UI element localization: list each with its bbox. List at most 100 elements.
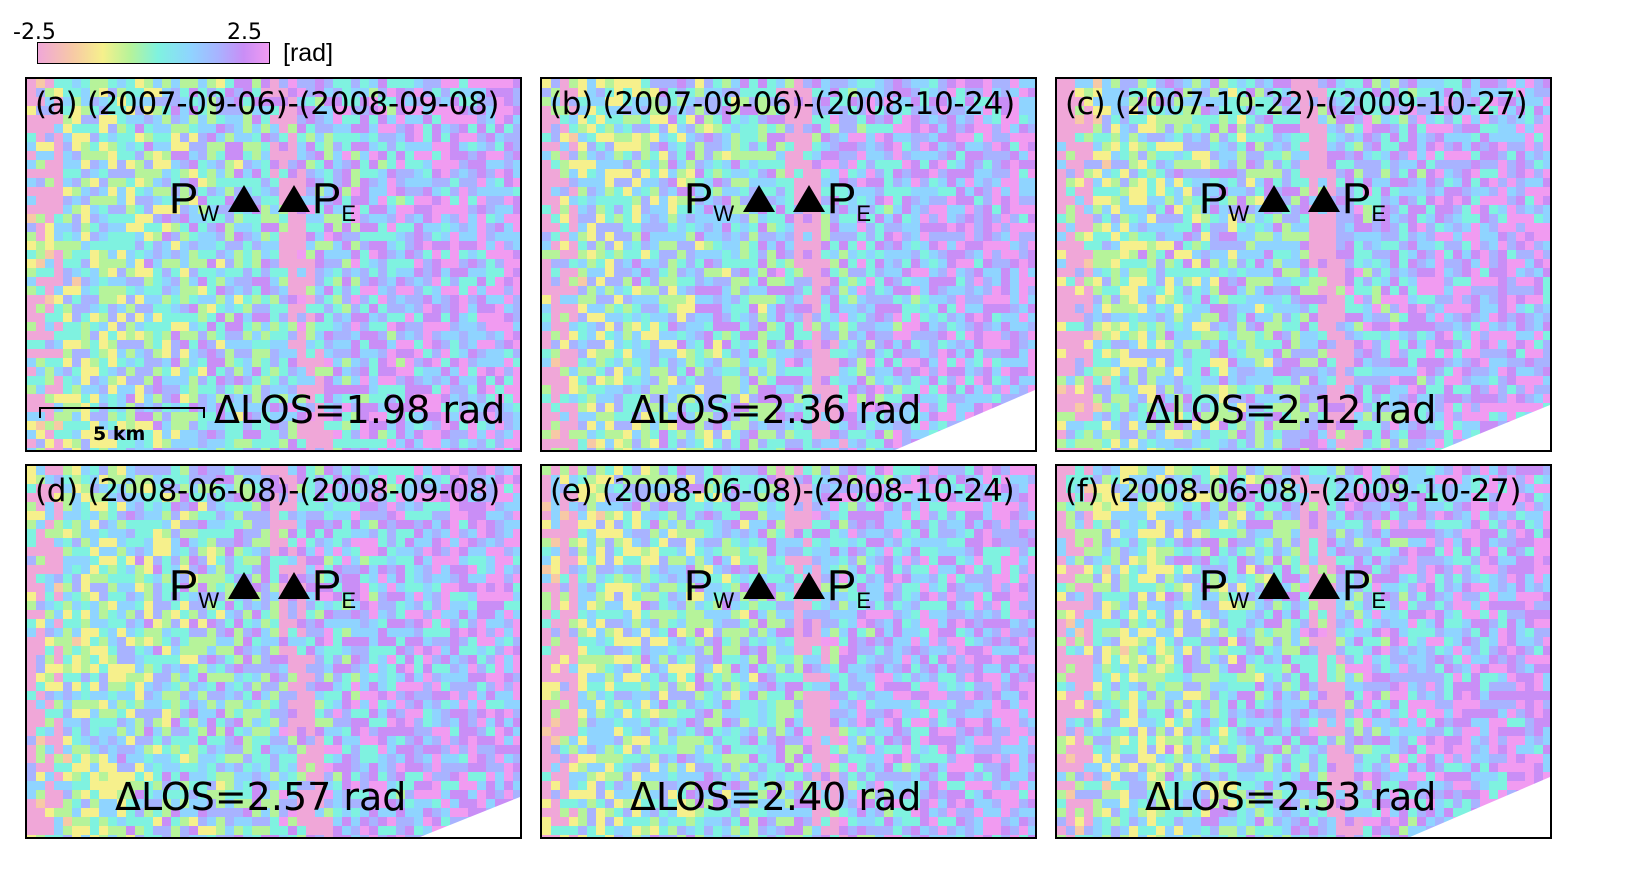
speckle-cell xyxy=(90,232,100,242)
speckle-cell xyxy=(225,151,235,161)
speckle-cell xyxy=(686,268,696,278)
speckle-cell xyxy=(108,151,118,161)
speckle-cell xyxy=(63,268,73,278)
speckle-cell xyxy=(839,304,849,314)
speckle-cell xyxy=(704,322,714,332)
speckle-cell xyxy=(605,385,615,395)
speckle-cell xyxy=(432,160,442,170)
speckle-cell xyxy=(180,178,190,188)
speckle-cell xyxy=(432,79,442,89)
speckle-cell xyxy=(36,106,46,116)
speckle-cell xyxy=(794,277,804,287)
speckle-cell xyxy=(27,178,37,188)
speckle-cell xyxy=(839,241,849,251)
speckle-cell xyxy=(1435,88,1445,98)
speckle-cell xyxy=(504,259,514,269)
speckle-cell xyxy=(99,412,109,422)
speckle-cell xyxy=(704,232,714,242)
speckle-cell xyxy=(830,97,840,107)
speckle-cell xyxy=(72,205,82,215)
speckle-cell xyxy=(180,313,190,323)
speckle-cell xyxy=(920,367,930,377)
speckle-cell xyxy=(351,421,361,431)
speckle-cell xyxy=(632,232,642,242)
speckle-cell xyxy=(866,376,876,386)
speckle-cell xyxy=(72,115,82,125)
speckle-cell xyxy=(1417,106,1427,116)
speckle-cell xyxy=(1165,79,1175,89)
speckle-cell xyxy=(794,250,804,260)
speckle-cell xyxy=(351,196,361,206)
speckle-cell xyxy=(513,133,520,143)
speckle-cell xyxy=(605,358,615,368)
speckle-cell xyxy=(306,79,316,89)
speckle-cell xyxy=(659,124,669,134)
speckle-cell xyxy=(794,367,804,377)
speckle-cell xyxy=(659,349,669,359)
speckle-cell xyxy=(468,349,478,359)
speckle-cell xyxy=(911,421,921,431)
speckle-cell xyxy=(126,214,136,224)
speckle-cell xyxy=(560,160,570,170)
speckle-cell xyxy=(1028,79,1035,89)
speckle-cell xyxy=(486,223,496,233)
speckle-cell xyxy=(587,223,597,233)
speckle-cell xyxy=(243,169,253,179)
speckle-cell xyxy=(731,178,741,188)
speckle-cell xyxy=(261,268,271,278)
speckle-cell xyxy=(587,304,597,314)
speckle-cell xyxy=(578,115,588,125)
speckle-cell xyxy=(650,358,660,368)
speckle-cell xyxy=(776,241,786,251)
speckle-cell xyxy=(659,133,669,143)
speckle-cell xyxy=(704,160,714,170)
speckle-cell xyxy=(938,115,948,125)
speckle-cell xyxy=(875,232,885,242)
speckle-cell xyxy=(812,349,822,359)
speckle-cell xyxy=(414,232,424,242)
speckle-cell xyxy=(551,268,561,278)
speckle-cell xyxy=(938,349,948,359)
speckle-cell xyxy=(117,259,127,269)
speckle-cell xyxy=(351,223,361,233)
speckle-cell xyxy=(884,259,894,269)
speckle-cell xyxy=(569,97,579,107)
speckle-cell xyxy=(369,394,379,404)
speckle-cell xyxy=(551,358,561,368)
speckle-cell xyxy=(198,223,208,233)
speckle-cell xyxy=(333,295,343,305)
speckle-cell xyxy=(767,214,777,224)
speckle-cell xyxy=(578,133,588,143)
speckle-cell xyxy=(695,268,705,278)
speckle-cell xyxy=(704,268,714,278)
speckle-cell xyxy=(117,268,127,278)
speckle-cell xyxy=(207,439,217,449)
speckle-cell xyxy=(677,367,687,377)
speckle-cell xyxy=(360,439,370,449)
speckle-cell xyxy=(911,394,921,404)
speckle-cell xyxy=(884,223,894,233)
speckle-cell xyxy=(605,151,615,161)
speckle-cell xyxy=(477,160,487,170)
speckle-cell xyxy=(90,88,100,98)
speckle-cell xyxy=(803,448,813,450)
speckle-cell xyxy=(749,448,759,450)
speckle-cell xyxy=(126,412,136,422)
speckle-cell xyxy=(81,187,91,197)
speckle-cell xyxy=(207,214,217,224)
speckle-cell xyxy=(135,259,145,269)
speckle-cell xyxy=(902,358,912,368)
speckle-cell xyxy=(758,259,768,269)
speckle-cell xyxy=(63,115,73,125)
speckle-cell xyxy=(839,142,849,152)
speckle-cell xyxy=(1138,97,1148,107)
speckle-cell xyxy=(486,232,496,242)
speckle-cell xyxy=(749,412,759,422)
speckle-cell xyxy=(614,223,624,233)
speckle-cell xyxy=(596,133,606,143)
speckle-cell xyxy=(387,376,397,386)
speckle-cell xyxy=(1120,106,1130,116)
speckle-cell xyxy=(63,349,73,359)
speckle-cell xyxy=(54,268,64,278)
speckle-cell xyxy=(740,151,750,161)
